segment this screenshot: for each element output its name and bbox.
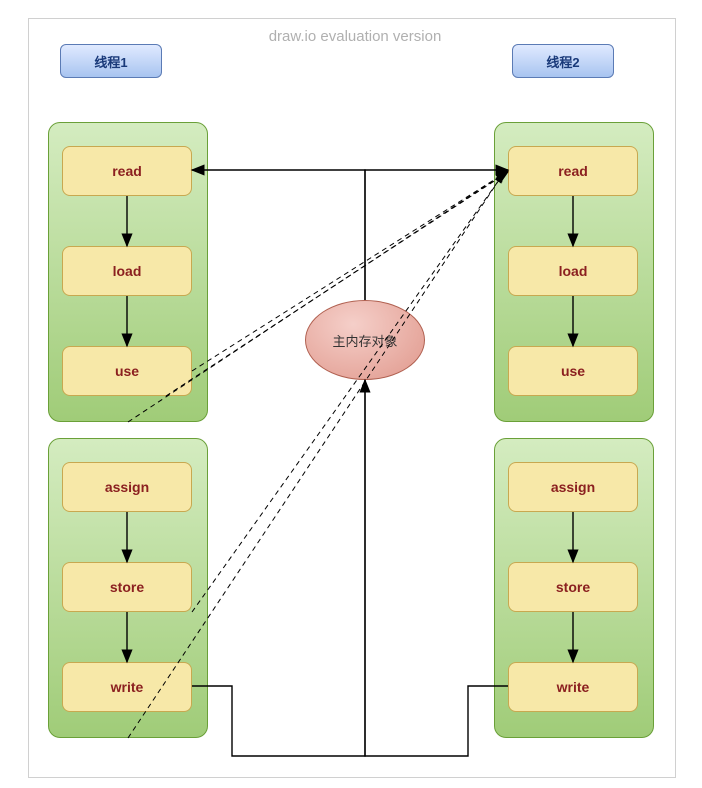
step-label: store [556,579,590,595]
step-l-use: use [62,346,192,396]
step-r-assign: assign [508,462,638,512]
step-l-store: store [62,562,192,612]
step-label: load [559,263,588,279]
main-memory-node: 主内存对象 [305,300,425,380]
thread1-label: 线程1 [94,52,127,71]
thread2-header: 线程2 [512,44,614,78]
step-label: load [113,263,142,279]
watermark-text: draw.io evaluation version [240,28,470,45]
step-r-use: use [508,346,638,396]
thread1-header: 线程1 [60,44,162,78]
step-r-store: store [508,562,638,612]
step-label: assign [105,479,149,495]
main-memory-label: 主内存对象 [332,331,397,350]
step-l-assign: assign [62,462,192,512]
step-label: read [112,163,142,179]
thread2-label: 线程2 [546,52,579,71]
step-r-read: read [508,146,638,196]
step-l-load: load [62,246,192,296]
step-label: write [557,679,590,695]
step-label: use [115,363,139,379]
step-label: store [110,579,144,595]
step-label: assign [551,479,595,495]
step-l-read: read [62,146,192,196]
step-r-load: load [508,246,638,296]
step-label: write [111,679,144,695]
step-label: use [561,363,585,379]
step-label: read [558,163,588,179]
step-l-write: write [62,662,192,712]
step-r-write: write [508,662,638,712]
diagram-canvas: draw.io evaluation version 线程1 线程2 read … [0,0,702,788]
